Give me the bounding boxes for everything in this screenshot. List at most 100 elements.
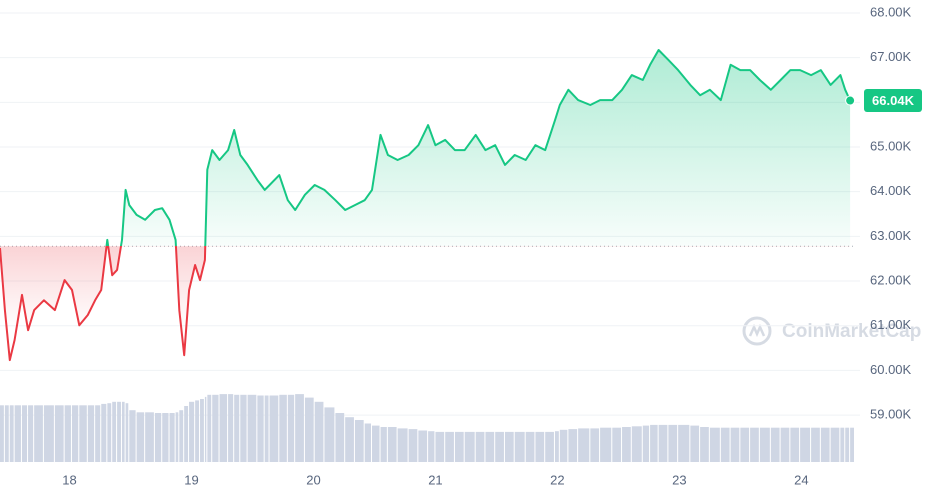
volume-bar bbox=[354, 420, 364, 462]
volume-bar bbox=[850, 427, 854, 462]
volume-bar bbox=[112, 401, 117, 462]
volume-bar bbox=[642, 425, 650, 462]
volume-bar bbox=[759, 427, 770, 462]
volume-bar bbox=[169, 413, 175, 462]
x-tick-label: 22 bbox=[550, 472, 564, 487]
volume-bar bbox=[107, 403, 112, 462]
y-tick-label: 67.00K bbox=[870, 49, 912, 64]
volume-bar bbox=[372, 425, 380, 462]
volume-bar bbox=[418, 430, 428, 462]
volume-bar bbox=[101, 403, 107, 462]
volume-bar bbox=[600, 427, 612, 462]
volume-bar bbox=[212, 394, 219, 462]
x-tick-label: 23 bbox=[672, 472, 686, 487]
volume-bar bbox=[504, 431, 514, 462]
y-tick-label: 61.00K bbox=[870, 317, 912, 332]
volume-bar bbox=[800, 427, 811, 462]
volume-bar bbox=[364, 423, 372, 462]
volume-bar bbox=[179, 410, 184, 462]
volume-bar bbox=[408, 429, 418, 462]
volume-bar bbox=[228, 394, 234, 462]
x-tick-label: 19 bbox=[184, 472, 198, 487]
volume-bar bbox=[204, 396, 207, 462]
volume-bar bbox=[720, 427, 730, 462]
volume-bar bbox=[475, 431, 485, 462]
volume-bar bbox=[0, 405, 4, 462]
volume-bar bbox=[485, 431, 495, 462]
volume-bar bbox=[612, 427, 622, 462]
volume-bar bbox=[247, 394, 257, 462]
volume-bar bbox=[590, 428, 600, 462]
y-tick-label: 64.00K bbox=[870, 183, 912, 198]
volume-bar bbox=[14, 405, 21, 462]
volume-bar bbox=[145, 412, 154, 462]
volume-bar bbox=[234, 394, 240, 462]
volume-bar bbox=[335, 413, 345, 462]
volume-bar bbox=[690, 425, 700, 462]
volume-bar bbox=[525, 431, 535, 462]
watermark-text: CoinMarketCap bbox=[782, 321, 921, 342]
volume-bar bbox=[650, 424, 658, 462]
volume-bar bbox=[622, 427, 631, 462]
volume-bar bbox=[464, 431, 475, 462]
volume-bar bbox=[71, 405, 79, 462]
volume-bar bbox=[219, 394, 228, 462]
last-price-badge bbox=[864, 89, 922, 113]
y-tick-label: 62.00K bbox=[870, 272, 912, 287]
volume-bar bbox=[184, 406, 189, 462]
y-tick-label: 63.00K bbox=[870, 228, 912, 243]
volume-bar bbox=[264, 395, 269, 462]
volume-bar bbox=[95, 405, 101, 462]
x-tick-label: 18 bbox=[62, 472, 76, 487]
volume-bar bbox=[709, 427, 720, 462]
volume-bar bbox=[514, 431, 525, 462]
last-price-label: 66.04K bbox=[872, 93, 915, 108]
volume-bar bbox=[295, 394, 304, 462]
volume-bar bbox=[820, 427, 830, 462]
volume-bar bbox=[21, 405, 28, 462]
volume-bar bbox=[4, 405, 9, 462]
watermark: CoinMarketCap bbox=[742, 316, 921, 346]
volume-bar bbox=[189, 401, 195, 462]
price-area bbox=[0, 50, 851, 361]
volume-bar bbox=[314, 401, 324, 462]
volume-bar bbox=[345, 417, 354, 462]
volume-bar bbox=[79, 405, 87, 462]
volume-bar bbox=[195, 400, 200, 462]
volume-bar bbox=[54, 405, 64, 462]
volume-bar bbox=[668, 424, 678, 462]
volume-bar bbox=[454, 431, 464, 462]
volume-bar bbox=[87, 405, 95, 462]
volume-bar bbox=[34, 405, 43, 462]
volume-bar bbox=[631, 426, 642, 462]
volume-bar bbox=[175, 412, 179, 462]
volume-bar bbox=[750, 427, 759, 462]
volume-bar bbox=[154, 413, 162, 462]
volume-bar bbox=[207, 394, 212, 462]
x-tick-label: 20 bbox=[306, 472, 320, 487]
volume-bar bbox=[397, 428, 408, 462]
volume-bar bbox=[125, 403, 129, 462]
volume-bar bbox=[279, 394, 287, 462]
volume-bar bbox=[136, 412, 145, 462]
x-tick-label: 21 bbox=[428, 472, 442, 487]
volume-bar bbox=[811, 427, 820, 462]
watermark-logo-mark bbox=[748, 323, 766, 338]
volume-bar bbox=[535, 431, 545, 462]
volume-bar bbox=[121, 401, 125, 462]
last-point bbox=[845, 95, 856, 106]
volume-bar bbox=[730, 427, 740, 462]
volume-bar bbox=[269, 395, 279, 462]
volume-bar bbox=[845, 427, 850, 462]
volume-bar bbox=[287, 394, 295, 462]
volume-bar bbox=[678, 424, 690, 462]
volume-bar bbox=[770, 427, 780, 462]
volume-bar bbox=[200, 399, 204, 462]
volume-bar bbox=[559, 429, 568, 462]
x-tick-label: 24 bbox=[794, 472, 808, 487]
volume-bar bbox=[790, 427, 800, 462]
volume-bar bbox=[129, 410, 136, 462]
price-line bbox=[0, 49, 852, 362]
volume-bar bbox=[28, 405, 34, 462]
